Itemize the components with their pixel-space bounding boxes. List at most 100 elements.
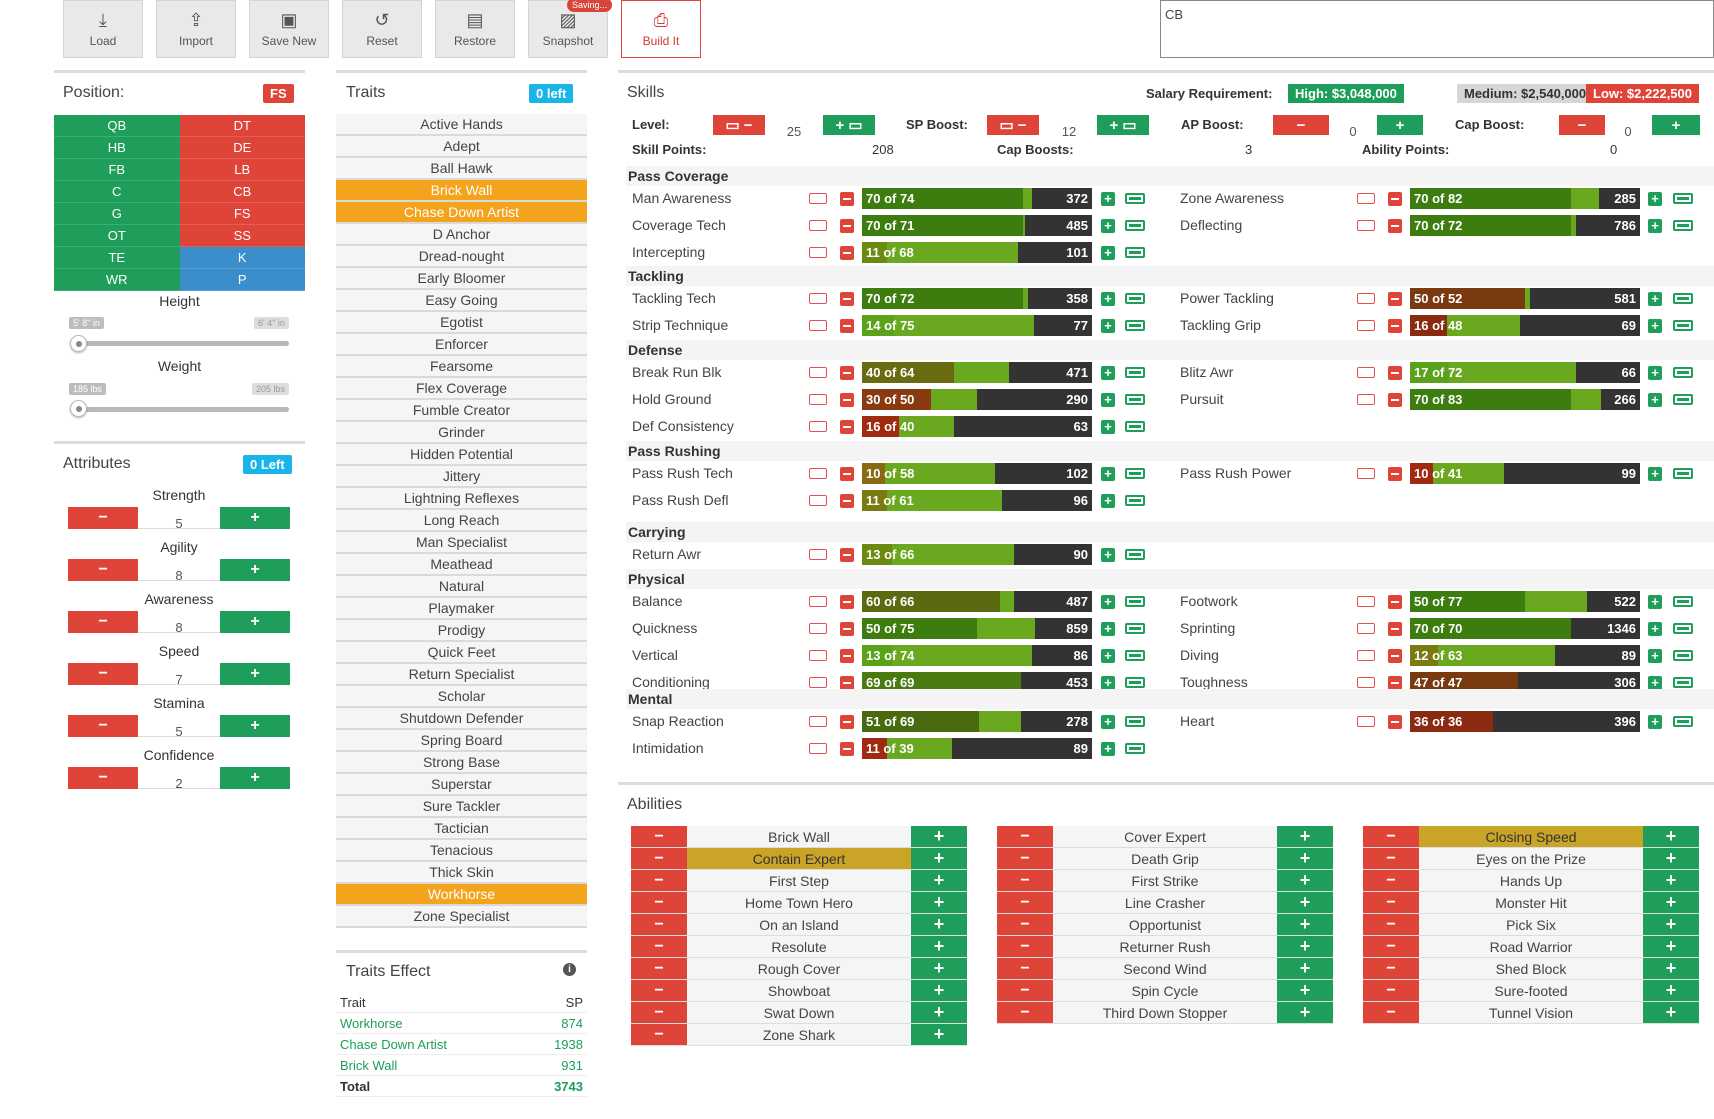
trait-item[interactable]: Thick Skin	[336, 862, 587, 884]
decrement-button[interactable]	[840, 622, 854, 636]
set-max-button[interactable]	[1673, 367, 1693, 378]
ability-name[interactable]: Line Crasher	[1053, 892, 1277, 913]
pos-c[interactable]: C	[54, 181, 180, 203]
ability-remove-button[interactable]: −	[1363, 936, 1419, 957]
ability-add-button[interactable]: +	[1277, 892, 1333, 913]
trait-item[interactable]: Brick Wall	[336, 180, 587, 202]
trait-item[interactable]: Sure Tackler	[336, 796, 587, 818]
ability-remove-button[interactable]: −	[631, 1002, 687, 1023]
ability-add-button[interactable]: +	[1643, 980, 1699, 1001]
increment-button[interactable]: +	[220, 663, 290, 685]
increment-button[interactable]: +	[1648, 219, 1662, 233]
set-max-button[interactable]	[1125, 743, 1145, 754]
ability-name[interactable]: Spin Cycle	[1053, 980, 1277, 1001]
ability-name[interactable]: Closing Speed	[1419, 826, 1643, 847]
increment-button[interactable]: +	[1648, 676, 1662, 690]
decrement-button[interactable]	[840, 649, 854, 663]
trait-item[interactable]: Man Specialist	[336, 532, 587, 554]
set-max-button[interactable]	[1125, 716, 1145, 727]
ability-add-button[interactable]: +	[1277, 914, 1333, 935]
trait-item[interactable]: Enforcer	[336, 334, 587, 356]
save-new-button[interactable]: ▣ Save New	[249, 0, 329, 58]
trait-item[interactable]: Jittery	[336, 466, 587, 488]
decrement-button[interactable]	[1388, 715, 1402, 729]
ability-add-button[interactable]: +	[1277, 848, 1333, 869]
ability-remove-button[interactable]: −	[1363, 848, 1419, 869]
set-min-button[interactable]	[809, 716, 827, 727]
ap-boost-minus-button[interactable]: −	[1273, 115, 1329, 135]
ability-name[interactable]: Eyes on the Prize	[1419, 848, 1643, 869]
ability-add-button[interactable]: +	[1277, 936, 1333, 957]
pos-fb[interactable]: FB	[54, 159, 180, 181]
decrement-button[interactable]: −	[68, 507, 138, 529]
ability-name[interactable]: First Strike	[1053, 870, 1277, 891]
pos-fs[interactable]: FS	[179, 203, 305, 225]
ability-add-button[interactable]: +	[1643, 958, 1699, 979]
set-max-button[interactable]	[1125, 677, 1145, 688]
trait-item[interactable]: Easy Going	[336, 290, 587, 312]
set-min-button[interactable]	[809, 677, 827, 688]
decrement-button[interactable]	[840, 246, 854, 260]
increment-button[interactable]: +	[1101, 292, 1115, 306]
decrement-button[interactable]: −	[68, 559, 138, 581]
decrement-button[interactable]	[1388, 319, 1402, 333]
ability-add-button[interactable]: +	[1277, 1002, 1333, 1023]
set-max-button[interactable]	[1125, 495, 1145, 506]
pos-lb[interactable]: LB	[179, 159, 305, 181]
decrement-button[interactable]	[1388, 393, 1402, 407]
decrement-button[interactable]	[840, 676, 854, 690]
set-max-button[interactable]	[1673, 596, 1693, 607]
increment-button[interactable]: +	[1101, 192, 1115, 206]
decrement-button[interactable]: −	[68, 715, 138, 737]
weight-slider-handle[interactable]	[70, 400, 87, 417]
increment-button[interactable]: +	[1101, 548, 1115, 562]
ability-add-button[interactable]: +	[911, 826, 967, 847]
ability-add-button[interactable]: +	[1643, 892, 1699, 913]
ability-name[interactable]: Hands Up	[1419, 870, 1643, 891]
restore-button[interactable]: ▤ Restore	[435, 0, 515, 58]
ability-add-button[interactable]: +	[1277, 870, 1333, 891]
pos-cb[interactable]: CB	[179, 181, 305, 203]
ability-remove-button[interactable]: −	[997, 892, 1053, 913]
set-min-button[interactable]	[1357, 193, 1375, 204]
ability-remove-button[interactable]: −	[631, 892, 687, 913]
ability-remove-button[interactable]: −	[631, 848, 687, 869]
ability-remove-button[interactable]: −	[997, 1002, 1053, 1023]
set-max-button[interactable]	[1673, 623, 1693, 634]
set-max-button[interactable]	[1125, 293, 1145, 304]
trait-item[interactable]: Hidden Potential	[336, 444, 587, 466]
ability-add-button[interactable]: +	[911, 870, 967, 891]
decrement-button[interactable]	[840, 192, 854, 206]
set-min-button[interactable]	[809, 220, 827, 231]
increment-button[interactable]: +	[220, 611, 290, 633]
ability-name[interactable]: Opportunist	[1053, 914, 1277, 935]
increment-button[interactable]: +	[220, 767, 290, 789]
ability-add-button[interactable]: +	[911, 958, 967, 979]
ability-add-button[interactable]: +	[1277, 826, 1333, 847]
decrement-button[interactable]	[840, 420, 854, 434]
increment-button[interactable]: +	[1648, 393, 1662, 407]
set-min-button[interactable]	[1357, 320, 1375, 331]
increment-button[interactable]: +	[1101, 676, 1115, 690]
height-slider-handle[interactable]	[70, 335, 87, 352]
increment-button[interactable]: +	[1101, 420, 1115, 434]
trait-item[interactable]: Flex Coverage	[336, 378, 587, 400]
decrement-button[interactable]	[840, 319, 854, 333]
trait-item[interactable]: Quick Feet	[336, 642, 587, 664]
trait-item[interactable]: Early Bloomer	[336, 268, 587, 290]
trait-item[interactable]: Spring Board	[336, 730, 587, 752]
pos-qb[interactable]: QB	[54, 115, 180, 137]
set-min-button[interactable]	[809, 320, 827, 331]
ability-name[interactable]: Rough Cover	[687, 958, 911, 979]
set-max-button[interactable]	[1125, 247, 1145, 258]
ability-remove-button[interactable]: −	[997, 914, 1053, 935]
cap-boost-value[interactable]: 0	[1624, 124, 1632, 139]
trait-item[interactable]: Long Reach	[336, 510, 587, 532]
ability-remove-button[interactable]: −	[631, 980, 687, 1001]
ap-boost-plus-button[interactable]: +	[1377, 115, 1423, 135]
ability-remove-button[interactable]: −	[631, 1024, 687, 1045]
ability-name[interactable]: Sure-footed	[1419, 980, 1643, 1001]
set-min-button[interactable]	[1357, 293, 1375, 304]
decrement-button[interactable]: −	[68, 611, 138, 633]
increment-button[interactable]: +	[220, 507, 290, 529]
